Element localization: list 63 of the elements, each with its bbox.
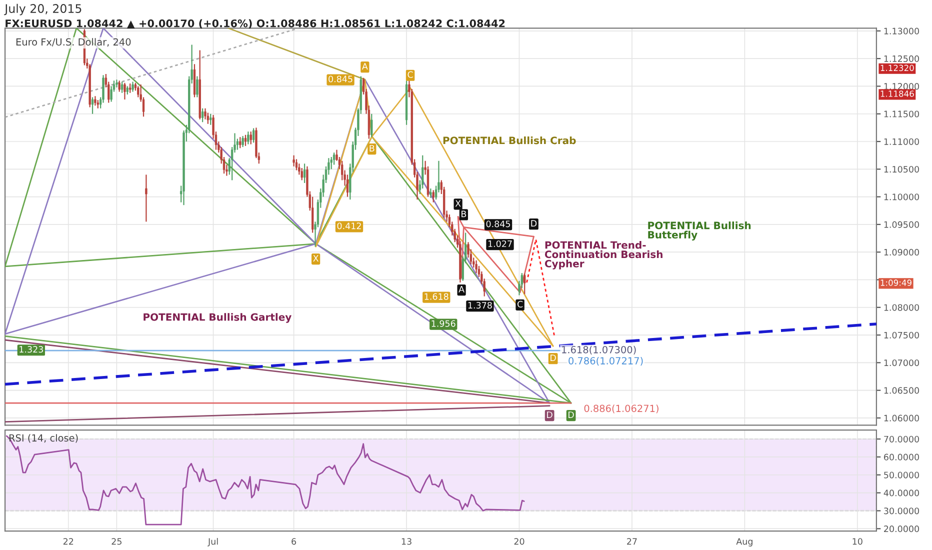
annotation: D (568, 412, 574, 418)
y-tick-label: 1.06500 (884, 387, 919, 394)
x-tick-label: Jul (208, 538, 218, 546)
y-tick-label: 1.08000 (884, 304, 919, 311)
x-tick-label: 20 (514, 538, 524, 545)
annotation: 1.378 (468, 302, 492, 309)
annotation: POTENTIAL Bullish Gartley (144, 313, 292, 323)
y-tick-label: 30.0000 (884, 508, 919, 514)
x-tick-label: 27 (627, 538, 637, 545)
annotation: 1.618(1.07300) (562, 346, 636, 354)
y-tick-label: 1.13000 (884, 28, 919, 34)
annotation: C (408, 71, 413, 78)
y-tick-label: 1.12500 (884, 55, 919, 62)
annotation: POTENTIAL Trend- Continuation Bearish Cypher (544, 241, 662, 270)
annotation: POTENTIAL Bullish Butterfly (648, 221, 751, 241)
annotation: POTENTIAL Bullish Crab (443, 136, 576, 144)
y-tick-label: 50.0000 (884, 472, 919, 478)
annotation: C (517, 300, 523, 308)
y-tick-label: 1.12000 (884, 83, 919, 90)
y-tick-label: 1.06000 (884, 414, 919, 422)
chart-title: July 20, 2015 (4, 4, 82, 16)
annotation: 0.845 (328, 76, 352, 82)
annotation: B (370, 145, 374, 152)
annotation: A (458, 286, 464, 292)
annotation: B (462, 210, 466, 218)
x-tick-label: 13 (402, 538, 412, 545)
x-tick-label: 10 (852, 538, 862, 545)
y-tick-label: 1.09000 (884, 248, 919, 256)
text: 1.12320 (880, 64, 914, 72)
y-tick-label: 70.0000 (884, 436, 919, 442)
annotation: 1.956 (432, 320, 456, 327)
annotation: Euro Fx/U.S. Dollar, 240 (16, 38, 131, 47)
chart-subtitle: FX:EURUSD 1.08442 ▲ +0.00170 (+0.16%) O:1.08486 H:1.08561 L:1.08242 C:1.08442 (6, 19, 505, 29)
annotation: 0.886(1.06271) (584, 404, 658, 414)
annotation: 0.786(1.07217) (568, 356, 643, 366)
text: 1.11846 (880, 90, 914, 97)
annotation: 0.412 (337, 222, 361, 230)
y-tick-label: 60.0000 (884, 454, 919, 460)
annotation: A (362, 63, 368, 70)
annotation: D (547, 412, 552, 418)
annotation: 0.845 (486, 220, 510, 228)
annotation: 1.323 (20, 346, 43, 353)
x-tick-label: 22 (63, 538, 74, 545)
y-tick-label: 1.11000 (884, 138, 919, 145)
x-tick-label: 6 (292, 538, 296, 545)
y-tick-label: 20.0000 (884, 526, 919, 532)
annotation: 1.618 (424, 293, 448, 300)
x-tick-label: 25 (112, 538, 122, 545)
y-tick-label: 1.10500 (884, 166, 919, 173)
y-tick-label: 1.10000 (884, 194, 919, 200)
annotation: X (313, 255, 319, 262)
text: 1:09:49 (880, 280, 912, 286)
y-tick-label: 1.09500 (884, 221, 919, 228)
y-tick-label: 1.07500 (884, 332, 919, 338)
chart-title: RSI (14, close) (9, 434, 78, 443)
y-tick-label: 1.11500 (884, 110, 919, 118)
annotation: X (455, 200, 461, 207)
annotation: 1.027 (488, 240, 512, 248)
annotation: D (550, 354, 556, 361)
y-tick-label: 40.0000 (884, 490, 919, 496)
x-tick-label: Aug (736, 538, 752, 546)
y-tick-label: 1.07000 (884, 360, 919, 366)
annotation: D (531, 220, 537, 227)
